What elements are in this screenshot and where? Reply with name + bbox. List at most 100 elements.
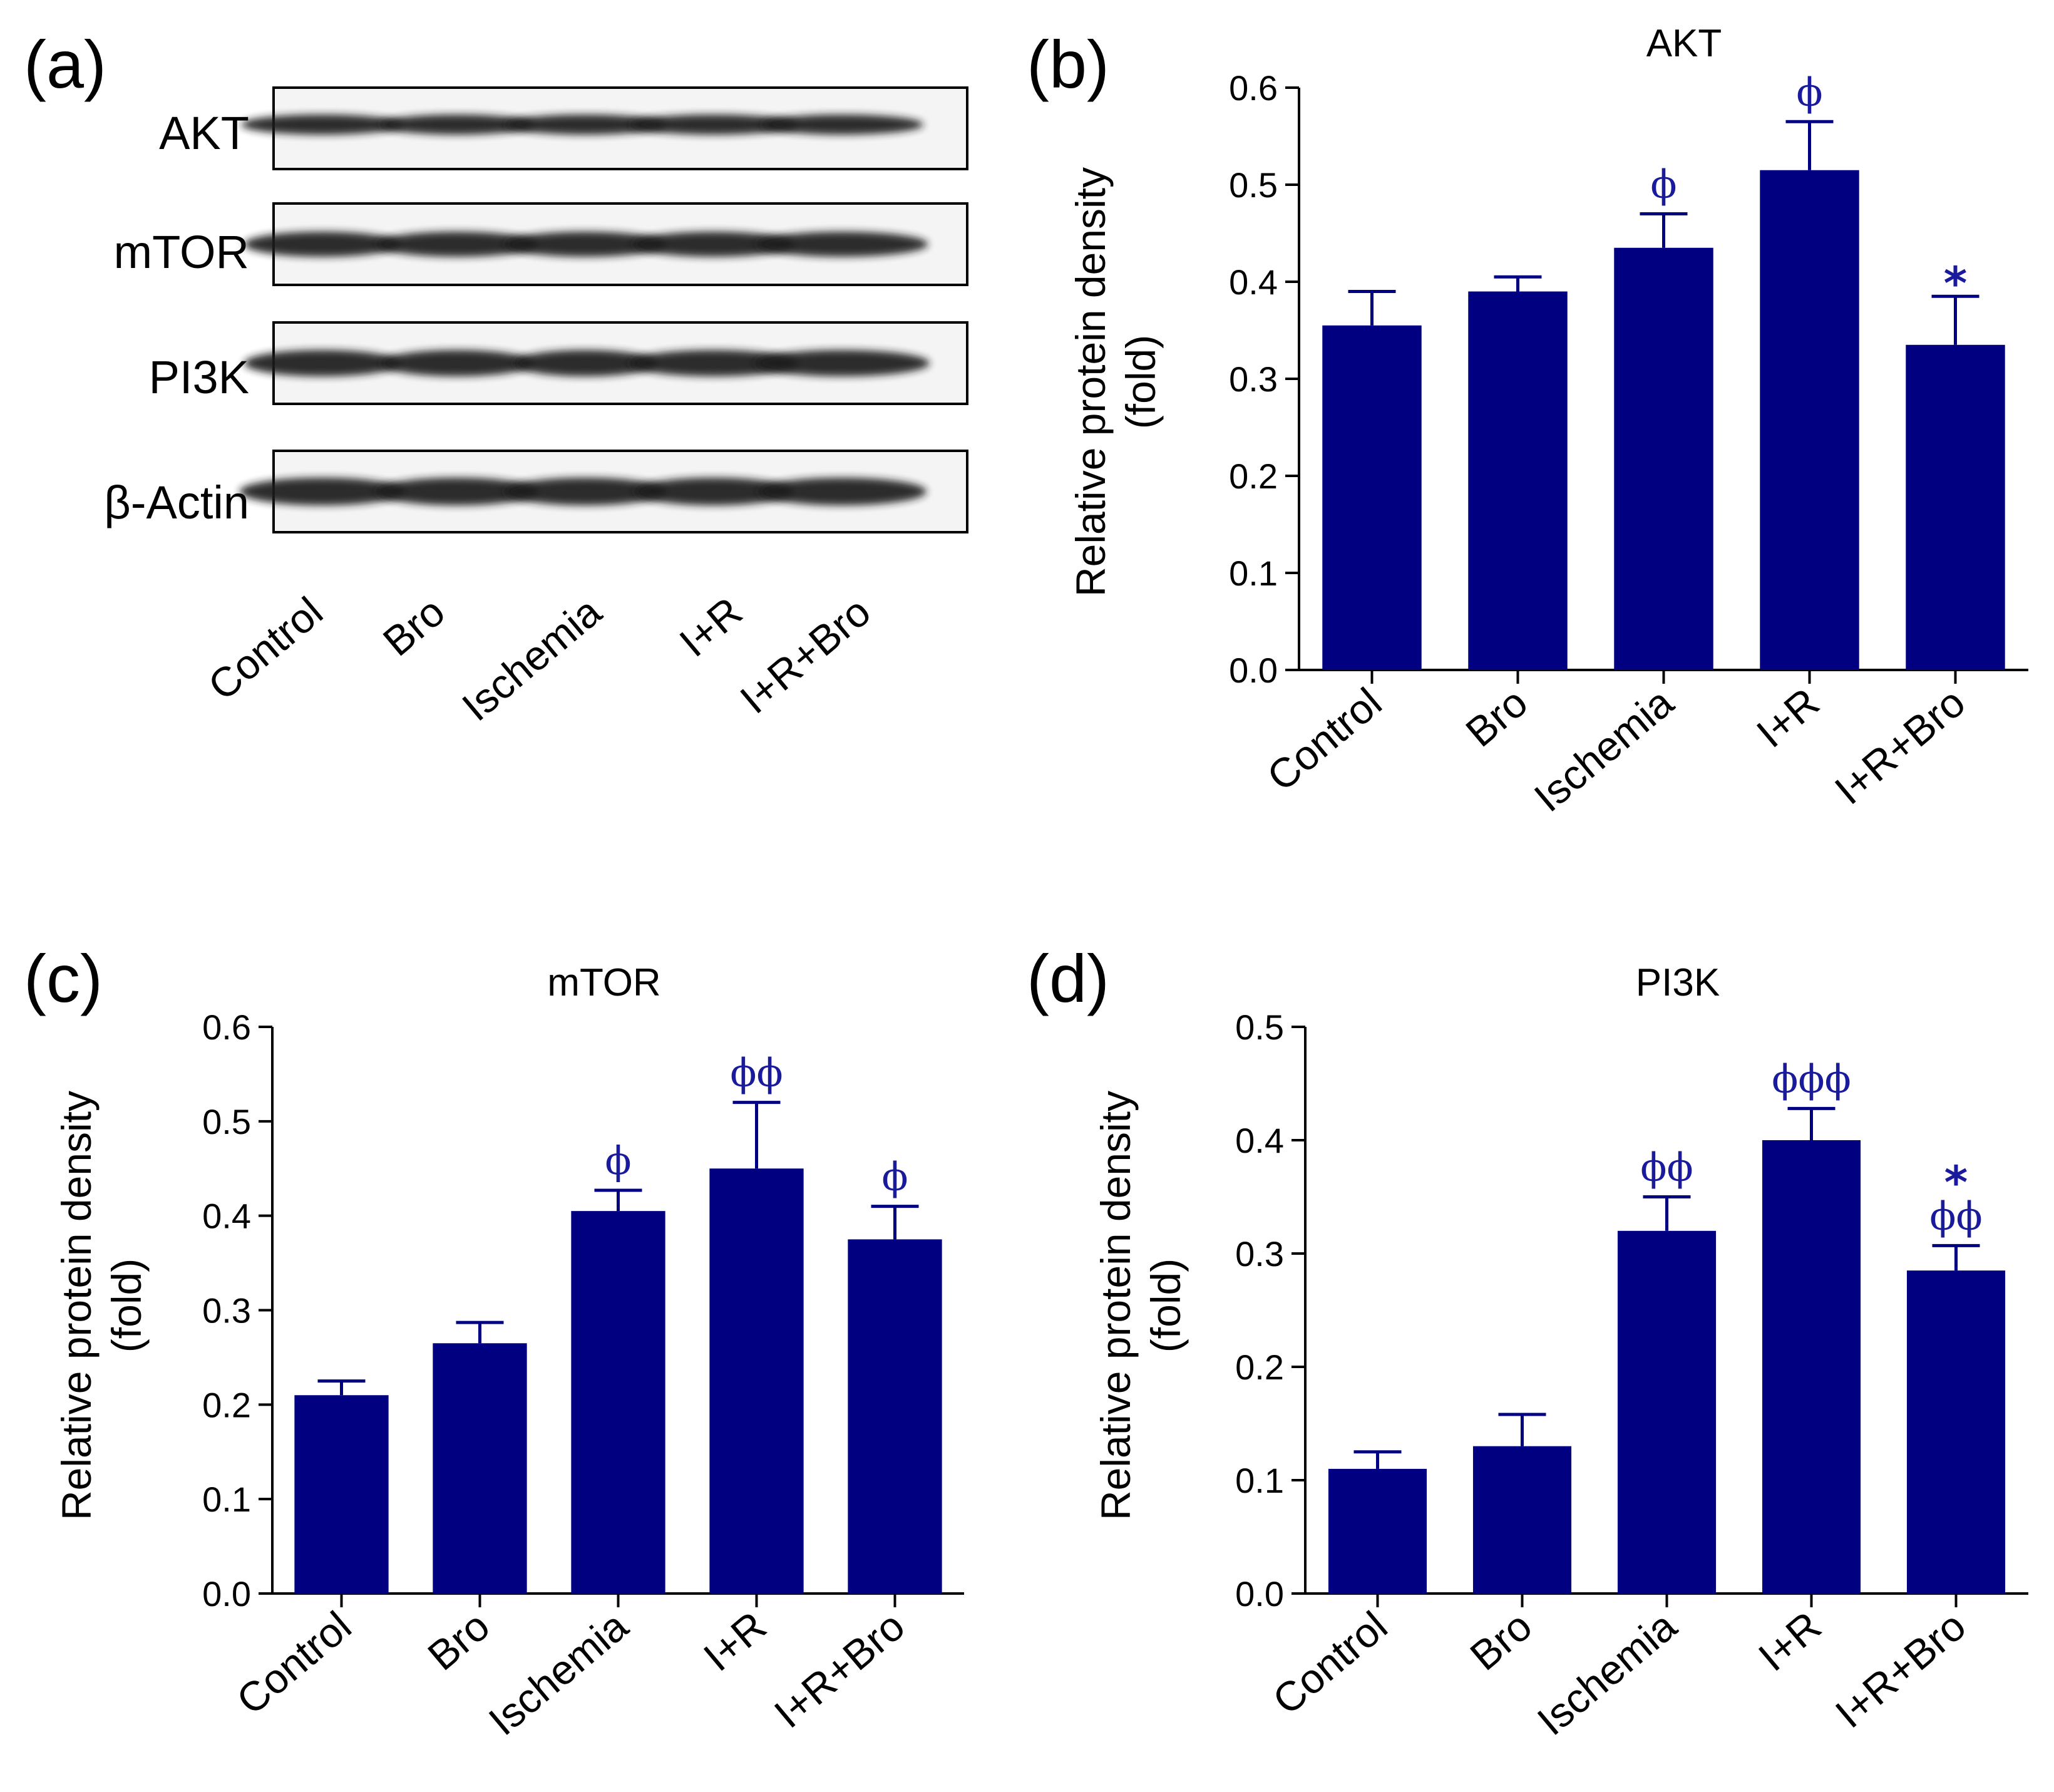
- blot-band: [504, 478, 667, 505]
- blot-row-label-pi3k: PI3K: [149, 351, 249, 403]
- x-tick-label: Bro: [419, 1602, 498, 1679]
- blot-band: [513, 350, 657, 376]
- y-tick-label: 0.1: [1229, 554, 1278, 593]
- y-axis-title: Relative protein density: [53, 1091, 100, 1520]
- panel-label-b: (b): [1027, 26, 1109, 102]
- x-tick-label: Control: [1258, 679, 1390, 800]
- bar: [1762, 1140, 1861, 1594]
- y-tick-label: 0.3: [202, 1291, 251, 1331]
- y-axis-title: (fold): [103, 1259, 150, 1352]
- blot-band: [504, 232, 667, 257]
- bar: [1906, 344, 2005, 670]
- y-tick-label: 0.2: [202, 1385, 251, 1424]
- blot-band: [376, 478, 538, 505]
- blot-lane-label: Ischemia: [453, 588, 610, 730]
- x-tick-label: Control: [228, 1602, 360, 1723]
- y-tick-label: 0.1: [202, 1480, 251, 1519]
- y-tick-label: 0.2: [1235, 1347, 1284, 1387]
- blot-band: [757, 478, 927, 505]
- blot-band: [504, 115, 667, 135]
- bar: [709, 1168, 804, 1594]
- significance-star: *: [1944, 257, 1968, 309]
- blot-lane-label: I+R: [670, 588, 751, 666]
- chart-title: AKT: [1646, 22, 1722, 65]
- significance-star: *: [1944, 1156, 1968, 1208]
- bar: [1322, 325, 1422, 670]
- panel-label-c: (c): [24, 940, 103, 1016]
- y-axis-title: (fold): [1117, 335, 1164, 429]
- blot-row-label-beta-actin: β-Actin: [104, 476, 249, 528]
- significance-marker: ϕ: [881, 1154, 908, 1200]
- bar: [1906, 1270, 2006, 1594]
- blot-band: [376, 232, 538, 257]
- bar: [1617, 1230, 1717, 1594]
- blot-band: [634, 478, 794, 505]
- x-tick-label: Ischemia: [1526, 679, 1682, 821]
- blot-band: [379, 115, 535, 135]
- bar: [1614, 247, 1713, 670]
- blot-band: [244, 232, 401, 257]
- chart-panel-c: (c) mTOR Relative protein density (fold)…: [24, 940, 964, 1744]
- blot-band: [629, 115, 798, 135]
- bar: [1472, 1446, 1572, 1594]
- chart-title: PI3K: [1636, 961, 1720, 1004]
- blot-band: [754, 350, 930, 376]
- y-tick-label: 0.0: [202, 1574, 251, 1614]
- blot-band: [244, 350, 401, 376]
- significance-marker: ϕϕ: [1640, 1145, 1693, 1190]
- significance-marker: ϕϕ: [1929, 1193, 1983, 1238]
- western-blot-panel: (a) AKT mTOR PI3K β-Actin Control Bro Is…: [24, 26, 968, 730]
- y-tick-label: 0.4: [202, 1197, 251, 1236]
- chart-title: mTOR: [547, 961, 660, 1004]
- y-tick-label: 0.6: [1229, 68, 1278, 108]
- y-tick-label: 0.0: [1235, 1574, 1284, 1614]
- significance-marker: ϕ: [605, 1138, 631, 1183]
- x-tick-label: Bro: [1457, 679, 1536, 756]
- y-axis-title: Relative protein density: [1092, 1091, 1139, 1520]
- blot-band: [632, 232, 795, 257]
- y-tick-label: 0.1: [1235, 1461, 1284, 1500]
- x-tick-label: I+R: [1748, 679, 1828, 756]
- y-tick-label: 0.5: [1235, 1007, 1284, 1047]
- significance-marker: ϕ: [1650, 162, 1677, 207]
- bar: [848, 1239, 942, 1594]
- y-tick-label: 0.4: [1235, 1121, 1284, 1160]
- y-tick-label: 0.2: [1229, 456, 1278, 496]
- blot-band: [756, 232, 928, 257]
- blot-band: [380, 350, 534, 376]
- y-tick-label: 0.5: [1229, 165, 1278, 205]
- chart-panel-b: (b) AKT Relative protein density (fold) …: [1027, 22, 2028, 820]
- blot-band: [239, 478, 406, 505]
- x-tick-label: I+R+Bro: [1827, 1602, 1974, 1737]
- y-tick-label: 0.6: [202, 1007, 251, 1047]
- y-tick-label: 0.3: [1235, 1234, 1284, 1274]
- chart-panel-d: (d) PI3K Relative protein density (fold)…: [1027, 940, 2028, 1744]
- y-tick-label: 0.4: [1229, 262, 1278, 302]
- significance-marker: ϕ: [1796, 69, 1822, 115]
- blot-lane-label: Bro: [374, 588, 453, 665]
- blot-row-label-mtor: mTOR: [113, 226, 249, 278]
- x-tick-label: I+R+Bro: [1826, 679, 1974, 813]
- blot-lane-label: Control: [199, 588, 331, 709]
- significance-marker: ϕϕ: [730, 1050, 783, 1096]
- x-tick-label: I+R: [1750, 1602, 1830, 1680]
- bar: [294, 1395, 389, 1594]
- x-tick-label: Control: [1264, 1602, 1396, 1723]
- panel-label-d: (d): [1027, 940, 1109, 1016]
- x-tick-label: Ischemia: [1529, 1602, 1685, 1744]
- panel-label-a: (a): [24, 26, 106, 102]
- blot-row-label-akt: AKT: [159, 107, 249, 159]
- bar: [1328, 1468, 1427, 1594]
- blot-band: [761, 115, 923, 135]
- y-axis-title: (fold): [1143, 1259, 1189, 1352]
- x-tick-label: Ischemia: [480, 1602, 637, 1744]
- bar: [1468, 291, 1568, 670]
- blot-band: [629, 350, 798, 376]
- bar: [1760, 170, 1859, 670]
- significance-marker: ϕϕϕ: [1772, 1056, 1851, 1101]
- bar: [433, 1343, 527, 1594]
- bar: [571, 1211, 665, 1594]
- y-axis-title: Relative protein density: [1067, 167, 1114, 597]
- x-tick-label: I+R: [695, 1602, 775, 1680]
